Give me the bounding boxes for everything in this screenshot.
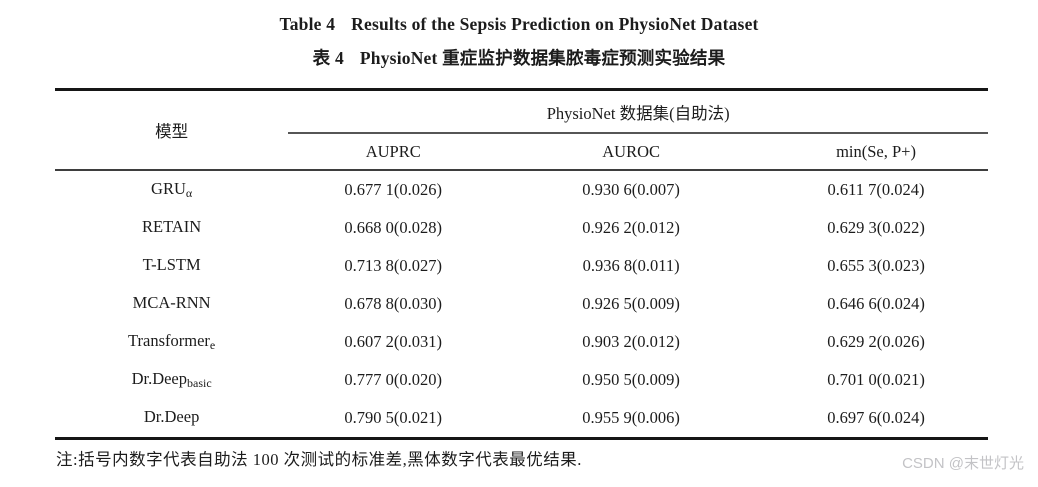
cell-auroc: 0.955 9(0.006) (582, 408, 680, 427)
model-name: Dr.Deepbasic (55, 361, 288, 399)
table-row: T-LSTM 0.713 8(0.027) 0.936 8(0.011) 0.6… (55, 247, 988, 285)
model-subscript: α (185, 186, 193, 200)
model-base: Transformer (128, 331, 210, 350)
model-base: GRU (151, 179, 186, 198)
model-subscript: basic (187, 376, 212, 390)
caption-english-text: Results of the Sepsis Prediction on Phys… (351, 14, 759, 34)
cell-min-se-p: 0.629 2(0.026) (827, 332, 925, 351)
cell-auprc: 0.677 1(0.026) (344, 180, 443, 199)
table-row: Dr.Deep 0.790 5(0.021) 0.955 9(0.006) 0.… (55, 399, 988, 439)
table-captions: Table 4 Results of the Sepsis Prediction … (0, 14, 1038, 70)
table-row: RETAIN 0.668 0(0.028) 0.926 2(0.012) 0.6… (55, 209, 988, 247)
model-name: MCA-RNN (55, 285, 288, 323)
model-name: T-LSTM (55, 247, 288, 285)
model-subscript: e (209, 338, 216, 352)
model-name: RETAIN (55, 209, 288, 247)
header-row-group: 模型 PhysioNet 数据集(自助法) (55, 89, 988, 171)
cell-auprc: 0.713 8(0.027) (344, 256, 443, 275)
table-row: MCA-RNN 0.678 8(0.030) 0.926 5(0.009) 0.… (55, 285, 988, 323)
cell-auprc: 0.790 5(0.021) (344, 408, 443, 427)
table-footnote: 注:括号内数字代表自助法 100 次测试的标准差,黑体数字代表最优结果. (56, 450, 582, 469)
cell-auroc: 0.936 8(0.011) (582, 256, 680, 275)
cell-auprc: 0.678 8(0.030) (344, 294, 443, 313)
caption-chinese-text: PhysioNet 重症监护数据集脓毒症预测实验结果 (359, 48, 726, 68)
cell-min-se-p: 0.655 3(0.023) (827, 256, 925, 275)
column-group-header-dataset: PhysioNet 数据集(自助法) (288, 89, 988, 134)
cell-min-se-p: 0.701 0(0.021) (827, 370, 925, 389)
cell-min-se-p: 0.611 7(0.024) (827, 180, 925, 199)
cell-auroc: 0.926 5(0.009) (582, 294, 680, 313)
csdn-watermark: CSDN @末世灯光 (902, 455, 1024, 472)
model-name: GRUα (55, 170, 288, 209)
table-row: Dr.Deepbasic 0.777 0(0.020) 0.950 5(0.00… (55, 361, 988, 399)
cell-min-se-p: 0.629 3(0.022) (827, 218, 925, 237)
table-row: Transformere 0.607 2(0.031) 0.903 2(0.01… (55, 323, 988, 361)
cell-min-se-p: 0.697 6(0.024) (827, 408, 925, 427)
caption-chinese: 表 4 PhysioNet 重症监护数据集脓毒症预测实验结果 (0, 45, 1038, 70)
column-header-model: 模型 (55, 89, 289, 171)
column-header-auroc: AUROC (498, 133, 765, 171)
cell-auroc: 0.903 2(0.012) (582, 332, 680, 351)
cell-auprc: 0.607 2(0.031) (344, 332, 443, 351)
column-header-auprc: AUPRC (288, 133, 499, 171)
results-table: 模型 PhysioNet 数据集(自助法) AUPRC AUROC min(Se… (55, 88, 988, 440)
cell-auroc: 0.950 5(0.009) (582, 370, 680, 389)
model-base: T-LSTM (142, 255, 201, 274)
cell-min-se-p: 0.646 6(0.024) (827, 294, 925, 313)
caption-chinese-number: 表 4 (312, 48, 344, 68)
cell-auprc: 0.668 0(0.028) (344, 218, 443, 237)
model-name: Dr.Deep (55, 399, 288, 439)
cell-auprc: 0.777 0(0.020) (344, 370, 443, 389)
model-base: Dr.Deep (143, 407, 200, 426)
model-base: RETAIN (142, 217, 202, 236)
cell-auroc: 0.930 6(0.007) (582, 180, 680, 199)
model-name: Transformere (55, 323, 288, 361)
cell-auroc: 0.926 2(0.012) (582, 218, 680, 237)
model-base: MCA-RNN (132, 293, 211, 312)
column-header-min-se-p: min(Se, P+) (764, 133, 988, 171)
caption-english: Table 4 Results of the Sepsis Prediction … (0, 14, 1038, 35)
model-base: Dr.Deep (131, 369, 188, 388)
caption-english-number: Table 4 (279, 14, 336, 34)
table-row: GRUα 0.677 1(0.026) 0.930 6(0.007) 0.611… (55, 170, 988, 209)
header-row-metrics: AUPRC AUROC min(Se, P+) (55, 133, 988, 171)
